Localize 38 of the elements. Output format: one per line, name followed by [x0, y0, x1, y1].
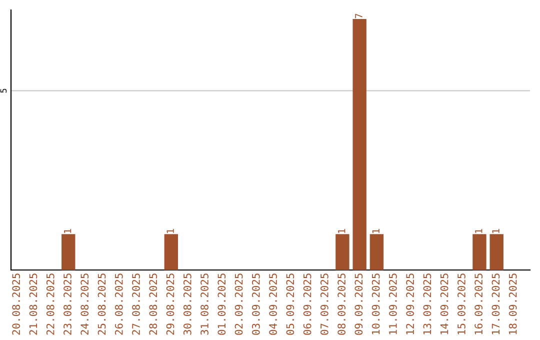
x-tick-label: 17.09.2025	[492, 274, 500, 334]
data-label: 1	[492, 228, 500, 233]
x-tick-label: 16.09.2025	[474, 274, 483, 334]
data-label: 1	[338, 228, 346, 233]
x-tick-label: 02.09.2025	[234, 274, 243, 335]
x-tick-label: 06.09.2025	[303, 274, 312, 335]
x-tick-label: 30.08.2025	[183, 274, 192, 335]
x-tick-label: 03.09.2025	[252, 274, 260, 335]
x-tick-label: 11.09.2025	[389, 274, 397, 334]
x-tick-label: 31.08.2025	[200, 274, 208, 335]
x-tick-label: 23.08.2025	[64, 274, 72, 335]
data-label: 1	[372, 228, 380, 233]
x-tick-label: 25.08.2025	[98, 274, 106, 335]
x-tick-label: 27.08.2025	[132, 274, 140, 335]
x-tick-label: 29.08.2025	[166, 274, 174, 335]
x-tick-label: 28.08.2025	[149, 274, 158, 335]
x-tick-label: 12.09.2025	[406, 274, 414, 334]
data-label: 7	[355, 14, 362, 18]
x-tick-label: 08.09.2025	[338, 274, 346, 335]
x-tick-label: 21.08.2025	[29, 274, 38, 335]
x-tick-label: 14.09.2025	[440, 274, 448, 334]
data-label: 1	[64, 228, 72, 233]
x-tick-label: 18.09.2025	[508, 274, 517, 334]
x-tick-label: 10.09.2025	[372, 274, 380, 334]
x-tick-label: 01.09.2025	[218, 274, 226, 335]
data-label: 1	[475, 228, 482, 233]
x-tick-label: 09.09.2025	[354, 274, 363, 335]
x-tick-label: 07.09.2025	[320, 274, 328, 335]
x-tick-label: 24.08.2025	[80, 274, 89, 335]
x-tick-label: 22.08.2025	[46, 274, 54, 335]
x-tick-label: 13.09.2025	[423, 274, 432, 334]
data-label: 1	[166, 228, 174, 233]
x-tick-label: 20.08.2025	[12, 274, 20, 335]
x-tick-label: 15.09.2025	[458, 274, 466, 334]
x-tick-label: 26.08.2025	[114, 274, 123, 335]
x-tick-label: 05.09.2025	[286, 274, 294, 335]
y-tick-label: 5	[0, 88, 7, 93]
x-tick-label: 04.09.2025	[269, 274, 277, 335]
